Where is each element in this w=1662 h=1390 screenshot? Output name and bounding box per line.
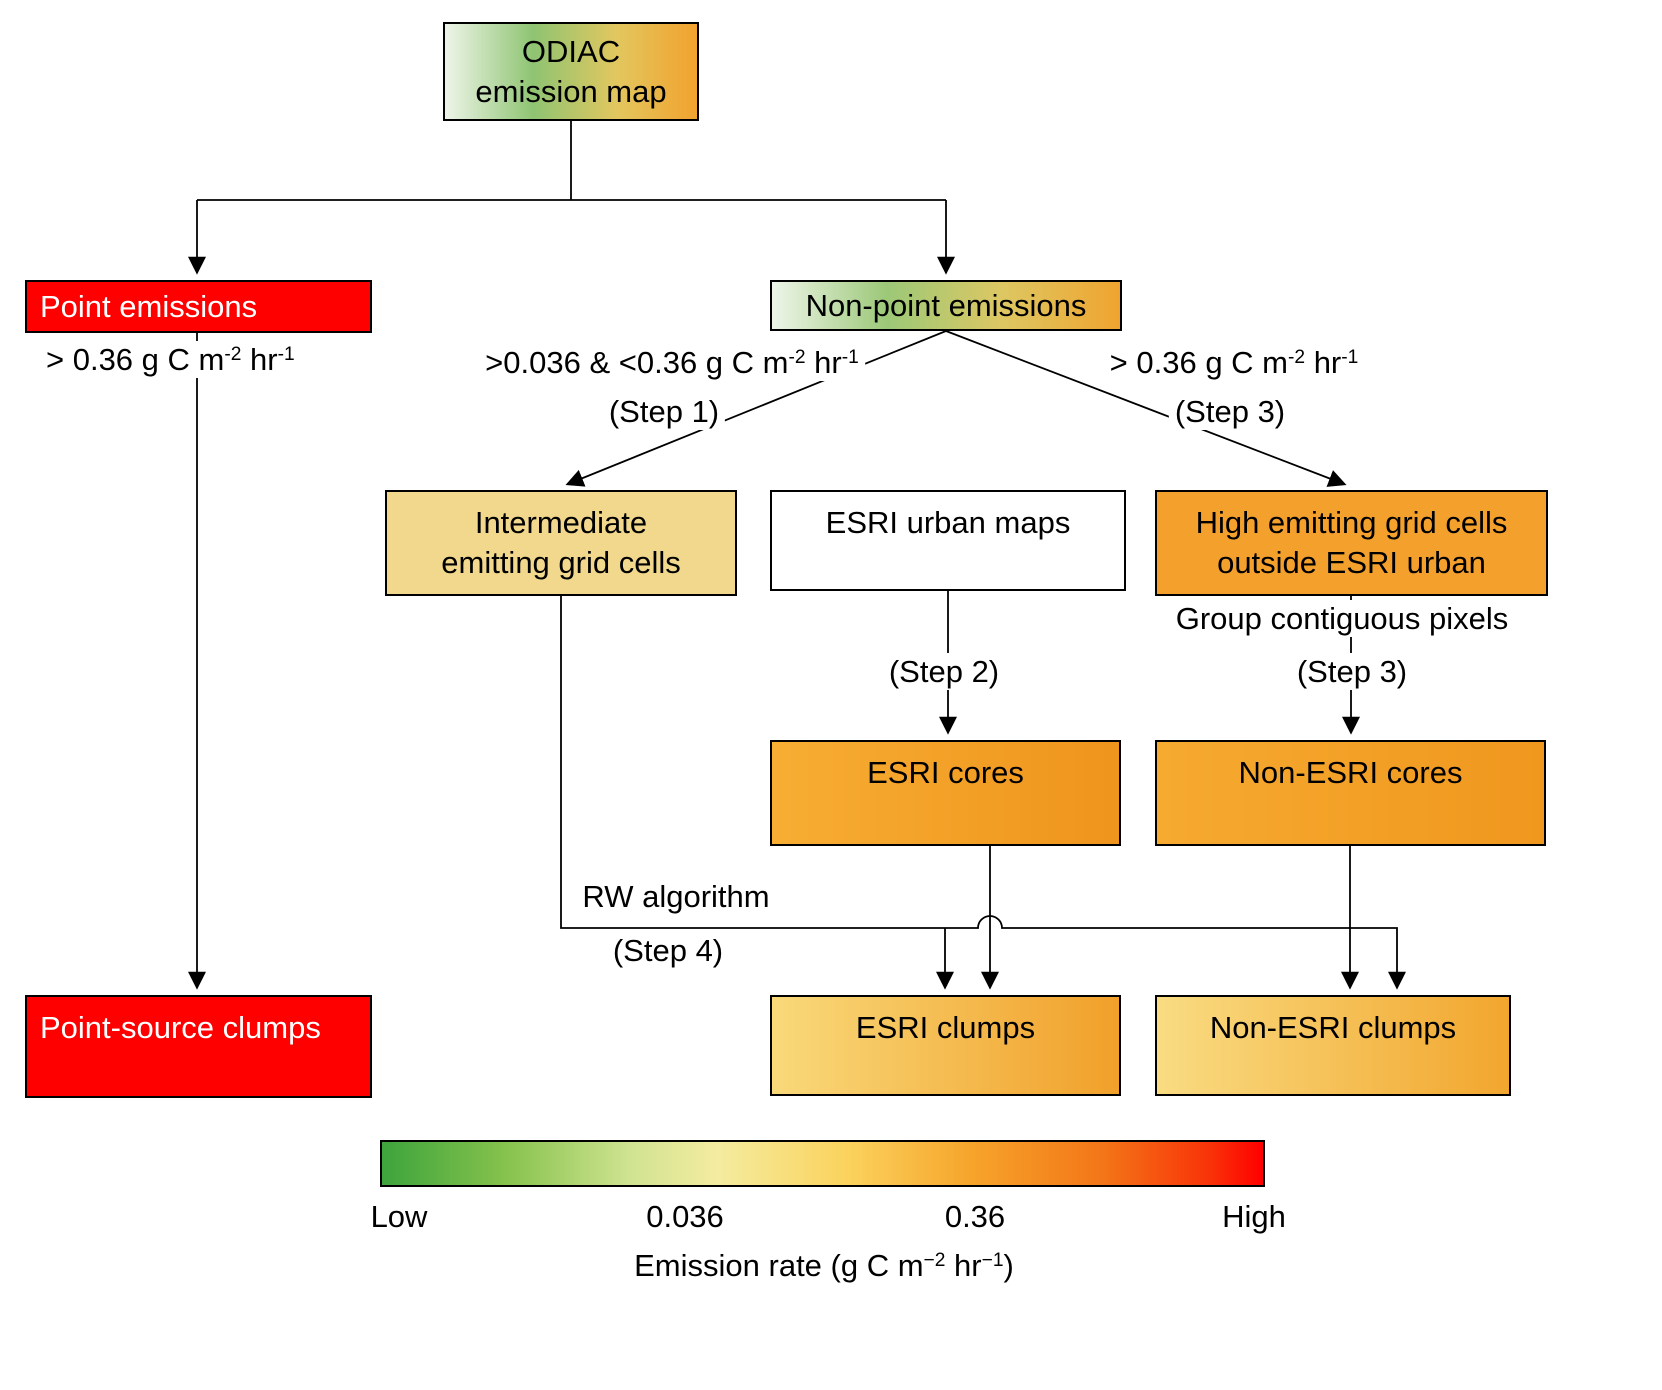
label-step3-lower: (Step 3) bbox=[1290, 653, 1414, 691]
label-step2: (Step 2) bbox=[882, 653, 1006, 691]
node-label: emitting grid cells bbox=[441, 545, 681, 580]
label-group-contiguous-pixels: Group contiguous pixels bbox=[1169, 600, 1515, 638]
colorbar-tick-high: High bbox=[1222, 1199, 1286, 1234]
label-step1: (Step 1) bbox=[602, 393, 726, 431]
node-label: ODIAC bbox=[521, 33, 621, 69]
node-label: emission map bbox=[475, 73, 667, 109]
node-label: outside ESRI urban bbox=[1217, 545, 1486, 580]
label-step4: (Step 4) bbox=[612, 933, 724, 968]
label-step3-threshold: > 0.36 g C m-2 hr-1 bbox=[1103, 344, 1365, 382]
node-intermediate-emitting-grid-cells: Intermediate emitting grid cells bbox=[385, 490, 737, 596]
edge-nonpoint-to-high-emitting bbox=[945, 330, 1347, 487]
node-label: ESRI clumps bbox=[855, 1010, 1036, 1045]
node-label: Intermediate bbox=[474, 505, 648, 541]
label-step3-upper: (Step 3) bbox=[1168, 393, 1292, 431]
node-label: Non-ESRI clumps bbox=[1209, 1010, 1457, 1045]
node-point-source-clumps: Point-source clumps bbox=[25, 995, 372, 1098]
colorbar-caption: Emission rate (g C m−2 hr−1) bbox=[634, 1248, 1014, 1283]
node-odiac-emission-map: ODIAC emission map bbox=[443, 22, 699, 121]
colorbar-tick-0036: 0.036 bbox=[646, 1199, 724, 1234]
colorbar-gradient bbox=[380, 1140, 1265, 1187]
label-point-threshold: > 0.36 g C m-2 hr-1 bbox=[40, 341, 301, 379]
node-esri-clumps: ESRI clumps bbox=[770, 995, 1121, 1096]
node-label: High emitting grid cells bbox=[1195, 505, 1508, 541]
label-rw-algorithm: RW algorithm bbox=[582, 879, 770, 914]
node-label: ESRI cores bbox=[867, 755, 1024, 790]
node-esri-cores: ESRI cores bbox=[770, 740, 1121, 846]
node-non-esri-cores: Non-ESRI cores bbox=[1155, 740, 1546, 846]
node-label: Point-source clumps bbox=[40, 1010, 321, 1045]
node-label: Non-ESRI cores bbox=[1238, 755, 1463, 790]
node-point-emissions: Point emissions bbox=[25, 280, 372, 333]
node-label: Point emissions bbox=[40, 288, 258, 324]
node-label: Non-point emissions bbox=[805, 287, 1087, 323]
node-label: ESRI urban maps bbox=[825, 505, 1071, 540]
node-non-esri-clumps: Non-ESRI clumps bbox=[1155, 995, 1511, 1096]
label-step1-threshold: >0.036 & <0.36 g C m-2 hr-1 bbox=[479, 344, 865, 382]
edge-nonpoint-to-intermediate bbox=[565, 330, 947, 487]
edge-rw-algorithm-path bbox=[560, 596, 1406, 990]
colorbar-tick-low: Low bbox=[370, 1199, 428, 1234]
node-non-point-emissions: Non-point emissions bbox=[770, 280, 1122, 331]
colorbar-tick-036: 0.36 bbox=[944, 1199, 1006, 1234]
node-esri-urban-maps: ESRI urban maps bbox=[770, 490, 1126, 591]
node-high-emitting-grid-cells: High emitting grid cells outside ESRI ur… bbox=[1155, 490, 1548, 596]
